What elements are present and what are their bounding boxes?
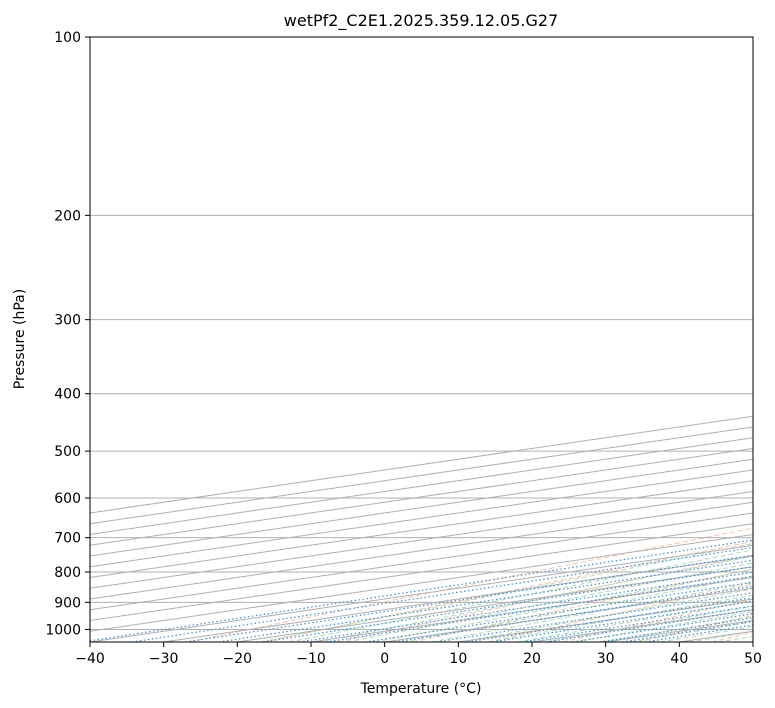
x-tick-label: 50 [744,651,762,667]
y-tick-label: 600 [54,491,81,507]
moist-adiabat-line [260,543,753,642]
isotherm-line [90,523,753,621]
y-tick-label: 800 [54,565,81,581]
mixing-ratio-line [262,566,753,642]
y-tick-label: 500 [54,444,81,460]
background-grid [90,37,753,642]
x-tick-label: 10 [449,651,467,667]
y-tick-label: 100 [54,30,81,46]
moist-adiabat-line [403,575,753,642]
mixing-ratio-line [299,571,753,642]
isotherm-line [90,512,753,611]
axes: −40 −30 −20 −10 0 10 20 30 40 50 100 200 300 400 500 60… [45,30,762,667]
y-axis-title: Pressure (hPa) [12,289,28,389]
isotherm-line [90,533,753,632]
moist-adiabat-line [317,555,753,642]
x-tick-label: −10 [296,651,326,667]
x-axis-title: Temperature (°C) [360,681,482,697]
x-tick-label: 20 [523,651,541,667]
x-tick-label: −20 [223,651,253,667]
moist-adiabat-line [488,594,753,642]
y-tick-label: 400 [54,387,81,403]
isotherm-line [90,447,753,546]
isotherm-line [90,469,753,568]
chart-title: wetPf2_C2E1.2025.359.12.05.G27 [284,11,558,31]
moist-adiabat-line [431,582,753,642]
x-tick-label: 0 [380,651,389,667]
y-tick-label: 900 [54,595,81,611]
x-tick-label: −30 [149,651,179,667]
isotherm-line [90,501,753,600]
y-tick-label: 1000 [45,622,81,638]
isotherm-line [90,490,753,589]
x-tick-label: 40 [670,651,688,667]
x-tick-label: −40 [75,651,105,667]
y-tick-label: 300 [54,313,81,329]
moist-adiabat-line [459,588,753,642]
plot-frame [89,36,754,643]
dry-adiabat-line [188,527,753,642]
mixing-ratio-line [326,575,753,642]
y-tick-label: 700 [54,531,81,547]
isotherm-line [90,480,753,578]
isotherm-line [90,458,753,557]
x-tick-label: 30 [597,651,615,667]
y-tick-label: 200 [54,208,81,224]
mixing-ratio-line [522,605,753,642]
